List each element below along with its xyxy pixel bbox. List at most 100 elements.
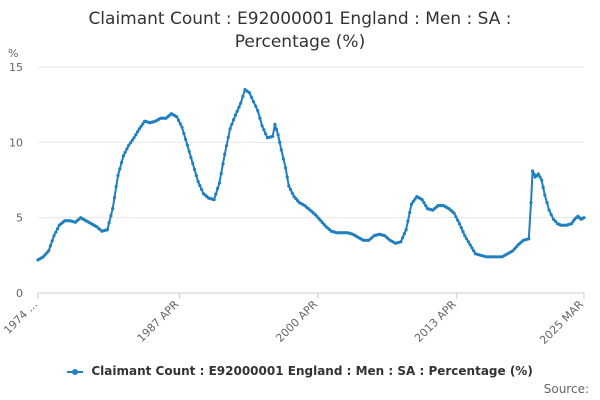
- data-point[interactable]: [139, 124, 143, 128]
- data-point[interactable]: [52, 234, 56, 238]
- data-point[interactable]: [454, 215, 458, 219]
- data-point[interactable]: [214, 192, 218, 196]
- data-point[interactable]: [125, 147, 129, 151]
- data-point[interactable]: [540, 178, 544, 182]
- data-point[interactable]: [531, 169, 535, 173]
- data-point[interactable]: [545, 201, 549, 205]
- data-point[interactable]: [237, 105, 241, 109]
- data-point[interactable]: [212, 198, 216, 202]
- data-point[interactable]: [285, 175, 289, 179]
- data-point[interactable]: [287, 184, 291, 188]
- data-point[interactable]: [249, 95, 253, 99]
- data-point[interactable]: [112, 196, 117, 200]
- data-point[interactable]: [228, 127, 232, 131]
- data-point[interactable]: [114, 184, 118, 189]
- data-point[interactable]: [258, 116, 262, 120]
- data-point[interactable]: [127, 143, 131, 147]
- data-point[interactable]: [553, 219, 558, 223]
- data-point[interactable]: [456, 218, 460, 222]
- data-point[interactable]: [461, 230, 465, 234]
- data-point[interactable]: [571, 219, 575, 223]
- data-point[interactable]: [230, 122, 234, 126]
- data-point[interactable]: [47, 249, 51, 253]
- data-point[interactable]: [187, 149, 191, 153]
- data-point[interactable]: [175, 115, 179, 119]
- data-point[interactable]: [121, 154, 125, 158]
- data-point[interactable]: [532, 172, 536, 176]
- data-point[interactable]: [420, 198, 424, 202]
- data-point[interactable]: [56, 227, 60, 231]
- data-point[interactable]: [582, 216, 586, 220]
- data-point[interactable]: [543, 193, 547, 197]
- data-point[interactable]: [200, 187, 204, 192]
- data-point[interactable]: [178, 122, 182, 126]
- data-point[interactable]: [185, 143, 189, 147]
- data-point[interactable]: [569, 222, 574, 226]
- data-point[interactable]: [472, 249, 476, 253]
- data-point[interactable]: [399, 240, 403, 244]
- data-point[interactable]: [254, 104, 258, 108]
- data-point[interactable]: [536, 172, 541, 176]
- data-point[interactable]: [180, 125, 184, 129]
- data-point[interactable]: [223, 152, 227, 156]
- data-point[interactable]: [281, 157, 285, 161]
- data-point[interactable]: [233, 113, 237, 117]
- data-point[interactable]: [284, 166, 288, 170]
- data-point[interactable]: [551, 217, 556, 221]
- data-point[interactable]: [422, 201, 426, 205]
- data-point[interactable]: [198, 183, 202, 188]
- data-point[interactable]: [276, 133, 280, 137]
- data-point[interactable]: [247, 91, 251, 95]
- data-point[interactable]: [134, 133, 138, 137]
- data-point[interactable]: [107, 221, 111, 225]
- data-point[interactable]: [109, 214, 113, 218]
- data-point[interactable]: [459, 226, 463, 230]
- data-point[interactable]: [404, 228, 408, 232]
- data-point[interactable]: [264, 132, 268, 136]
- data-point[interactable]: [401, 236, 405, 240]
- data-point[interactable]: [48, 244, 53, 248]
- data-point[interactable]: [470, 246, 474, 250]
- data-point[interactable]: [128, 141, 133, 145]
- data-point[interactable]: [118, 167, 122, 171]
- data-point[interactable]: [192, 167, 197, 172]
- data-point[interactable]: [216, 186, 220, 191]
- data-point[interactable]: [189, 155, 193, 159]
- data-point[interactable]: [408, 211, 412, 215]
- data-point[interactable]: [184, 137, 188, 141]
- data-point[interactable]: [130, 138, 134, 142]
- data-point[interactable]: [424, 204, 428, 208]
- data-point[interactable]: [468, 243, 472, 247]
- data-point[interactable]: [527, 237, 531, 241]
- data-point[interactable]: [271, 134, 275, 138]
- data-point[interactable]: [413, 197, 417, 201]
- data-point[interactable]: [538, 175, 542, 179]
- data-point[interactable]: [279, 148, 283, 152]
- data-point[interactable]: [411, 200, 415, 204]
- data-point[interactable]: [529, 201, 533, 205]
- data-point[interactable]: [111, 207, 115, 211]
- data-point[interactable]: [182, 131, 186, 135]
- data-point[interactable]: [217, 181, 221, 185]
- data-point[interactable]: [105, 228, 109, 232]
- data-point[interactable]: [251, 100, 256, 104]
- data-point[interactable]: [457, 222, 462, 226]
- data-point[interactable]: [239, 101, 243, 105]
- data-point[interactable]: [196, 179, 200, 184]
- data-point[interactable]: [409, 202, 414, 206]
- data-point[interactable]: [278, 140, 282, 144]
- data-point[interactable]: [221, 162, 225, 166]
- data-point[interactable]: [120, 160, 124, 164]
- data-point[interactable]: [288, 187, 293, 192]
- data-point[interactable]: [466, 240, 470, 244]
- data-point[interactable]: [232, 118, 236, 122]
- data-point[interactable]: [132, 136, 136, 140]
- data-point[interactable]: [54, 230, 58, 234]
- data-point[interactable]: [465, 237, 469, 241]
- data-point[interactable]: [262, 128, 266, 132]
- data-point[interactable]: [176, 118, 181, 122]
- data-point[interactable]: [235, 109, 239, 113]
- data-point[interactable]: [241, 94, 245, 98]
- data-point[interactable]: [273, 122, 277, 126]
- data-point[interactable]: [194, 173, 198, 178]
